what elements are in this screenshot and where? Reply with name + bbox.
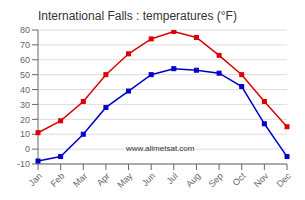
svg-text:50: 50: [20, 70, 30, 80]
svg-text:May: May: [115, 171, 134, 190]
svg-text:20: 20: [20, 115, 30, 125]
svg-text:Apr: Apr: [95, 171, 112, 188]
svg-text:Aug: Aug: [184, 171, 202, 189]
svg-text:Jan: Jan: [27, 171, 44, 188]
svg-text:60: 60: [20, 55, 30, 65]
svg-text:0: 0: [25, 144, 30, 154]
svg-text:80: 80: [20, 25, 30, 35]
svg-text:30: 30: [20, 100, 30, 110]
svg-text:Oct: Oct: [231, 171, 248, 188]
html-text:International Falls : temperat: International Falls : temperatures (°F): [38, 9, 237, 23]
svg-text:10: 10: [20, 129, 30, 139]
svg-text:Jun: Jun: [140, 171, 157, 188]
svg-text:Jul: Jul: [165, 171, 180, 186]
svg-text:Mar: Mar: [71, 171, 89, 189]
svg-text:Sep: Sep: [207, 171, 225, 189]
html-text:www.allmetsat.com: www.allmetsat.com: [126, 144, 195, 153]
svg-text:Dec: Dec: [275, 171, 294, 190]
svg-text:-10: -10: [17, 159, 30, 169]
svg-text:Feb: Feb: [49, 171, 67, 189]
svg-text:70: 70: [20, 40, 30, 50]
svg-text:Nov: Nov: [252, 171, 271, 190]
svg-text:40: 40: [20, 85, 30, 95]
